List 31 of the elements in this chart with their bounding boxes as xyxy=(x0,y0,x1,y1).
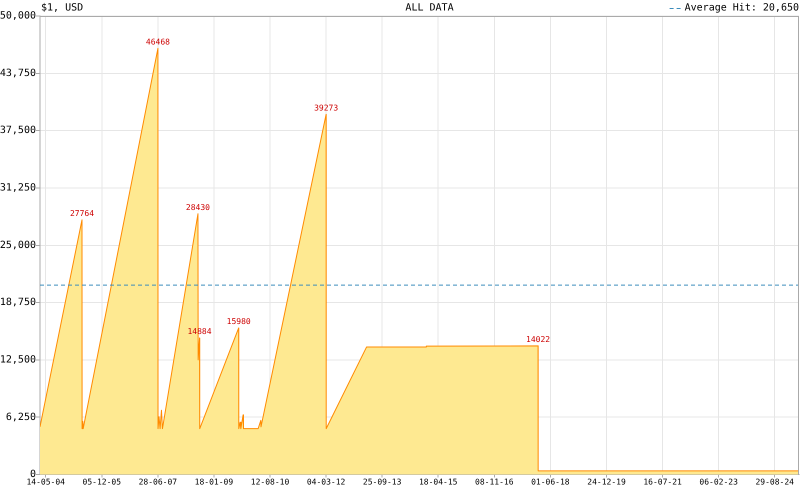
y-tick-label: 12,500 xyxy=(0,354,36,366)
x-tick-label: 14-05-04 xyxy=(26,477,66,486)
x-tick-label: 16-07-21 xyxy=(643,477,682,486)
x-tick-label: 12-08-10 xyxy=(250,477,290,486)
x-tick-label: 06-02-23 xyxy=(699,477,738,486)
x-tick-label: 28-06-07 xyxy=(138,477,178,486)
x-tick-label: 01-06-18 xyxy=(531,477,570,486)
y-tick-label: 37,500 xyxy=(0,125,36,136)
x-tick-label: 24-12-19 xyxy=(587,477,626,486)
data-label: 46468 xyxy=(146,37,170,46)
chart-subtitle: ALL DATA xyxy=(405,2,454,14)
x-tick-label: 05-12-05 xyxy=(82,477,122,486)
legend-label: Average Hit: 20,650 xyxy=(684,2,799,14)
x-tick-label: 29-08-24 xyxy=(755,477,794,486)
data-label: 14022 xyxy=(526,334,550,344)
y-tick-label: 6,250 xyxy=(6,412,36,423)
data-label: 27764 xyxy=(70,208,94,218)
y-tick-label: 50,000 xyxy=(0,10,36,22)
x-tick-label: 04-03-12 xyxy=(306,477,346,486)
y-tick-label: 25,000 xyxy=(0,240,36,251)
data-label: 15980 xyxy=(226,317,251,326)
chart-title: $1, USD xyxy=(41,2,84,14)
x-tick-label: 08-11-16 xyxy=(475,477,514,486)
data-label: 28430 xyxy=(186,202,210,212)
x-tick-label: 25-09-13 xyxy=(362,477,402,486)
data-label: 39273 xyxy=(314,103,338,112)
y-tick-label: 31,250 xyxy=(0,182,36,194)
x-tick-label: 18-01-09 xyxy=(194,477,234,486)
y-tick-label: 18,750 xyxy=(0,297,36,308)
y-tick-label: 43,750 xyxy=(0,68,36,79)
x-tick-label: 18-04-15 xyxy=(418,477,458,486)
